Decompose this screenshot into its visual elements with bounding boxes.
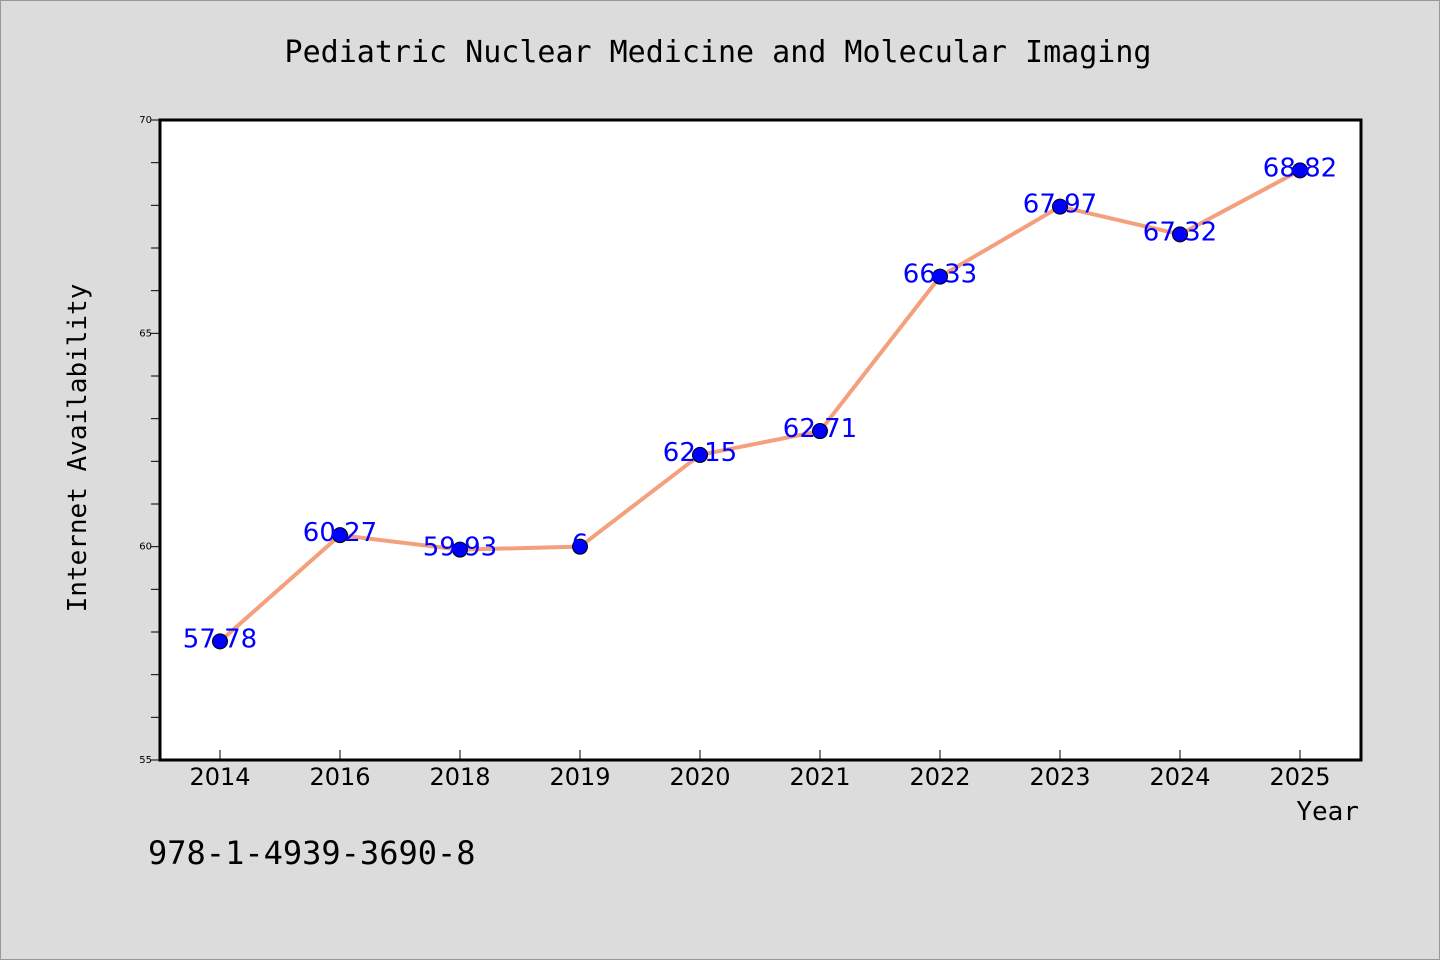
x-axis: 2014 2016 2018 2019 2020 2021 2022 2023 2024 2025	[189, 750, 1331, 791]
data-label: 60.27	[303, 518, 377, 548]
x-tick-label: 2025	[1269, 763, 1330, 791]
x-tick-label: 2018	[429, 763, 490, 791]
data-point	[212, 633, 228, 650]
x-tick-label: 2019	[549, 763, 610, 791]
y-tick-label: 65	[139, 328, 152, 339]
data-label: 68.82	[1263, 153, 1337, 183]
y-tick-label: 70	[139, 115, 152, 126]
y-axis: 55 60 65 70	[139, 115, 160, 766]
series-line	[218, 168, 1301, 643]
data-label: 59.93	[423, 533, 497, 563]
data-point	[812, 423, 828, 440]
x-tick-label: 2024	[1149, 763, 1210, 791]
data-point	[932, 268, 948, 285]
data-point	[452, 541, 468, 558]
data-point	[572, 538, 588, 555]
series-layer: 57.78 60.27 59.93 6 62.15 62.71 66.33 67.97 67.3…	[183, 153, 1337, 654]
x-tick-label: 2014	[189, 763, 250, 791]
data-label: 62.71	[783, 414, 857, 444]
data-point	[1292, 162, 1308, 179]
data-label: 57.78	[183, 624, 257, 654]
y-tick-label: 60	[139, 542, 152, 553]
data-point	[1172, 226, 1188, 243]
x-tick-label: 2021	[789, 763, 850, 791]
data-label: 6	[572, 530, 589, 560]
data-label: 62.15	[663, 438, 737, 468]
isbn-footer: 978-1-4939-3690-8	[148, 834, 476, 872]
data-label: 67.32	[1143, 217, 1217, 247]
y-axis-label: Internet Availability	[63, 284, 93, 613]
data-point	[1052, 198, 1068, 215]
plot-area	[158, 118, 1363, 762]
data-label: 66.33	[903, 260, 977, 290]
x-axis-label: Year	[1296, 797, 1359, 827]
x-tick-label: 2022	[909, 763, 970, 791]
y-tick-label: 55	[139, 755, 152, 766]
x-tick-label: 2023	[1029, 763, 1090, 791]
data-point	[332, 527, 348, 544]
x-tick-label: 2016	[309, 763, 370, 791]
chart-title: Pediatric Nuclear Medicine and Molecular…	[285, 35, 1152, 70]
data-label: 67.97	[1023, 190, 1097, 220]
data-point	[692, 446, 708, 463]
x-tick-label: 2020	[669, 763, 730, 791]
